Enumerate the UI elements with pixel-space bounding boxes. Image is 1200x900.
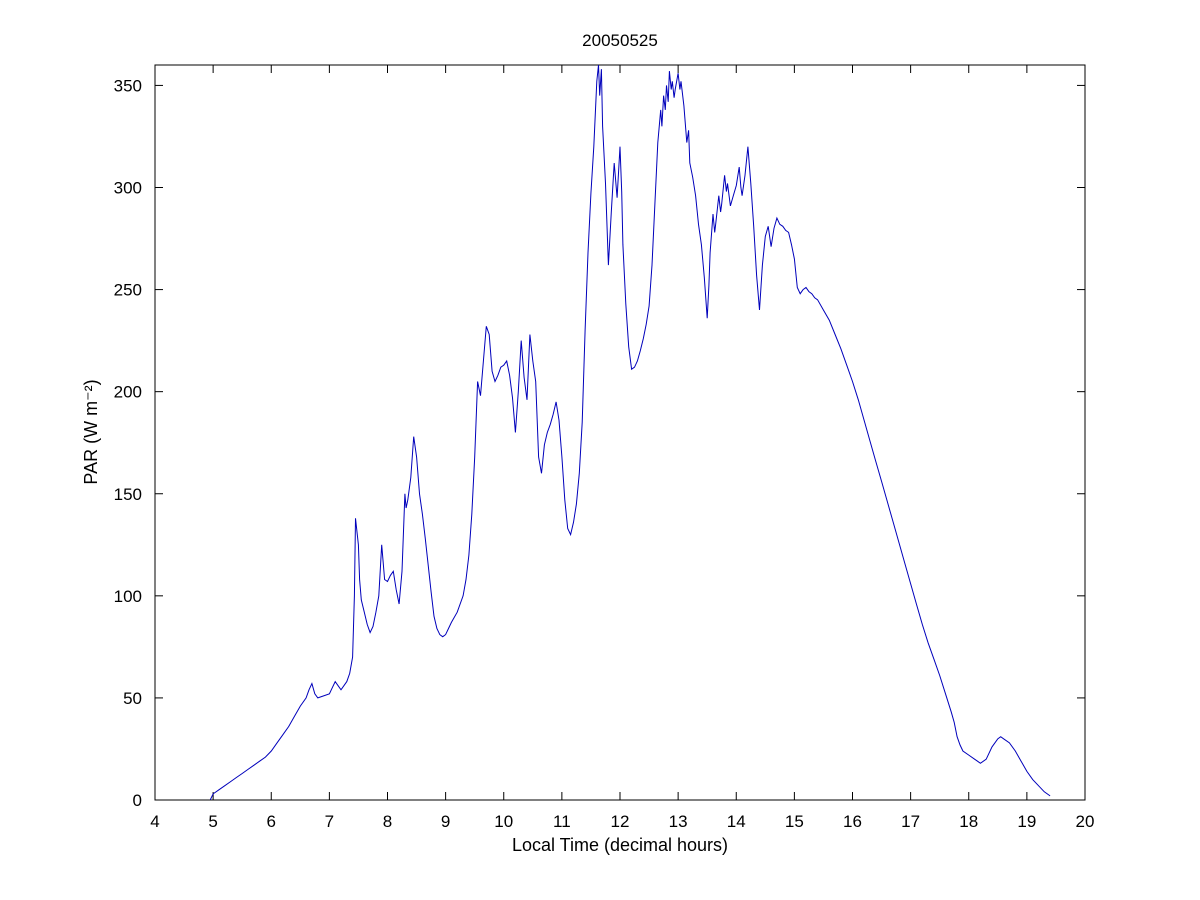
y-tick-label: 200 [114, 383, 142, 402]
x-tick-label: 9 [441, 812, 450, 831]
y-tick-label: 250 [114, 281, 142, 300]
x-axis-label: Local Time (decimal hours) [512, 835, 728, 855]
x-tick-label: 5 [208, 812, 217, 831]
y-tick-label: 150 [114, 485, 142, 504]
x-tick-label: 13 [669, 812, 688, 831]
y-tick-label: 300 [114, 179, 142, 198]
x-tick-label: 18 [959, 812, 978, 831]
y-tick-label: 100 [114, 587, 142, 606]
x-tick-label: 4 [150, 812, 159, 831]
x-tick-label: 17 [901, 812, 920, 831]
y-tick-label: 350 [114, 76, 142, 95]
y-tick-label: 0 [133, 791, 142, 810]
x-tick-label: 10 [494, 812, 513, 831]
chart-title: 20050525 [582, 31, 658, 50]
x-tick-label: 11 [553, 812, 571, 831]
x-tick-label: 8 [383, 812, 392, 831]
data-line [209, 65, 1051, 800]
x-tick-label: 12 [611, 812, 630, 831]
x-tick-label: 6 [267, 812, 276, 831]
x-tick-label: 19 [1017, 812, 1036, 831]
x-tick-label: 7 [325, 812, 334, 831]
y-tick-label: 50 [123, 689, 142, 708]
axes-box [154, 64, 1086, 801]
x-tick-label: 15 [785, 812, 804, 831]
x-tick-label: 16 [843, 812, 862, 831]
y-axis-label: PAR (W m⁻²) [81, 379, 101, 484]
x-tick-label: 14 [727, 812, 746, 831]
x-tick-label: 20 [1076, 812, 1095, 831]
plot-area: 4 5 6 7 8 9 10 11 12 13 14 15 16 17 18 19 20050100150200… [114, 64, 1095, 831]
